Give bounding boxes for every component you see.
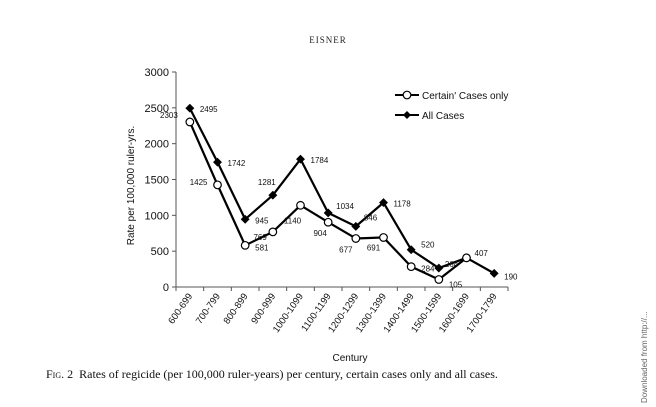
legend-marker-all-cases [403,111,411,119]
point-certain-cases [213,180,222,190]
y-axis-title: Rate per 100,000 ruler-yrs. [126,126,137,246]
point-certain-cases [185,117,195,127]
x-tick-label: 600-699 [166,291,195,326]
x-axis-title: Century [332,353,367,364]
data-label-all-cases: 1281 [258,178,276,187]
point-all-cases [185,103,195,113]
data-label-all-cases: 1178 [394,200,412,209]
data-label-certain-cases: 581 [255,243,269,252]
legend-label: Certain' Cases only [422,91,508,102]
y-tick-label: 2500 [145,103,169,115]
point-certain-cases [406,262,416,272]
point-all-cases [295,154,306,164]
data-label-certain-cases: 769 [253,233,267,242]
point-certain-cases [351,234,361,243]
data-label-all-cases: 1034 [336,202,354,211]
point-all-cases [323,208,333,218]
point-certain-cases [268,227,278,237]
point-all-cases [434,263,444,273]
y-tick-label: 500 [151,246,169,258]
figure-caption-text: Rates of regicide (per 100,000 ruler-yea… [79,367,498,381]
point-all-cases [212,157,223,167]
y-tick-label: 0 [163,282,169,294]
legend-label: All Cases [422,111,464,122]
data-label-all-cases: 846 [364,213,378,222]
point-certain-cases [462,253,471,263]
point-all-cases [378,198,389,208]
series-markers [185,103,499,284]
download-watermark: Downloaded from http://... [640,311,649,403]
figure-label: Fig. 2 [46,367,74,381]
y-tick-label: 1500 [145,175,169,187]
data-label-all-cases: 190 [504,272,518,281]
point-certain-cases [240,240,250,250]
data-labels: 2495 1742 945 1281 1784 1034 846 1178 520 264 407 1… [160,105,518,289]
point-all-cases [406,245,416,255]
x-tick-label: 800-899 [222,291,251,326]
series-line-all-cases [188,107,495,275]
point-certain-cases [434,275,444,284]
data-label-all-cases: 2495 [200,105,218,114]
data-label-certain-cases: 2303 [160,111,178,120]
data-label-certain-cases: 105 [449,280,463,289]
legend-marker-certain-cases [402,90,412,100]
series-line-certain-cases [188,121,468,281]
running-head: EISNER [309,35,347,45]
data-label-all-cases: 264 [445,260,459,269]
data-label-certain-cases: 284 [421,265,435,274]
point-all-cases [351,221,361,231]
point-all-cases [240,214,250,224]
point-all-cases [489,268,499,278]
data-label-all-cases: 407 [475,249,489,258]
data-label-all-cases: 1784 [311,156,329,165]
y-tick-label: 3000 [145,67,169,79]
figure-caption: Fig. 2 Rates of regicide (per 100,000 rul… [46,367,636,382]
data-label-all-cases: 520 [421,241,435,250]
data-label-all-cases: 1742 [228,159,246,168]
data-label-certain-cases: 677 [339,245,353,254]
chart-legend: Certain' Cases only All Cases [395,90,508,122]
y-tick-label: 2000 [145,139,169,151]
point-all-cases [268,190,278,200]
x-tick-label: 900-999 [249,291,278,326]
y-tick-label: 1000 [145,210,169,222]
data-label-certain-cases: 691 [367,243,381,252]
data-label-certain-cases: 1140 [284,216,302,225]
point-certain-cases [379,233,388,242]
point-certain-cases [296,200,305,210]
x-tick-label: 700-799 [194,291,223,326]
data-label-certain-cases: 904 [313,229,327,238]
point-certain-cases [323,217,333,227]
data-label-all-cases: 945 [255,216,269,225]
data-label-certain-cases: 1425 [190,178,208,187]
